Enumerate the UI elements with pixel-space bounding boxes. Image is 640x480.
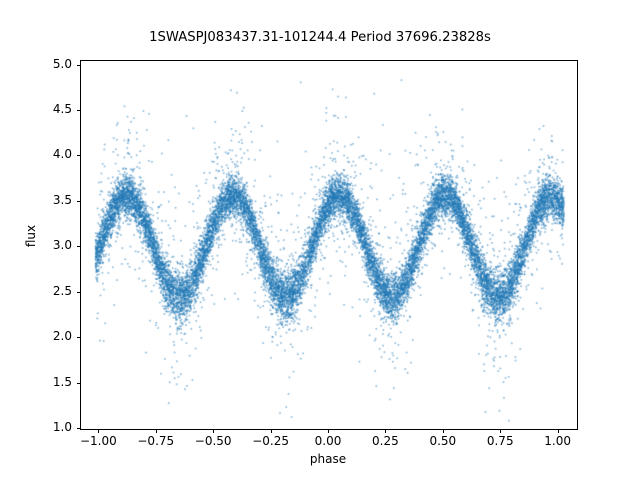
x-tick-mark [98, 429, 100, 433]
x-tick-label: −0.75 [137, 434, 175, 448]
x-tick-mark [213, 429, 215, 433]
chart-title: 1SWASPJ083437.31-101244.4 Period 37696.2… [149, 30, 491, 45]
y-tick-label: 5.0 [52, 56, 72, 71]
y-tick-label: 4.0 [52, 147, 72, 162]
y-tick-mark [76, 291, 80, 293]
y-tick-mark [76, 155, 80, 157]
x-tick-mark [328, 429, 329, 433]
y-tick-mark [76, 109, 80, 111]
y-tick-mark [76, 246, 80, 248]
y-tick-label: 3.0 [52, 238, 72, 253]
y-tick-mark [76, 382, 80, 384]
y-tick-mark [76, 200, 80, 202]
x-tick-label: 0.00 [314, 434, 342, 448]
x-tick-label: −0.25 [252, 434, 289, 448]
x-tick-label: −0.50 [194, 434, 232, 448]
scatter-plot-points [81, 61, 577, 429]
x-tick-label: 0.75 [486, 434, 514, 448]
x-axis-label: phase [309, 452, 347, 466]
y-tick-label: 1.5 [52, 374, 72, 389]
y-axis-label: flux [24, 224, 38, 248]
y-tick-mark [76, 64, 80, 66]
plot-axes-area [80, 60, 578, 430]
x-tick-mark [557, 429, 559, 433]
x-tick-label: −1.00 [79, 434, 117, 448]
y-tick-label: 1.0 [52, 420, 72, 434]
x-tick-mark [155, 429, 157, 433]
y-tick-label: 2.0 [52, 329, 72, 344]
y-tick-label: 4.5 [52, 101, 72, 116]
y-tick-label: 2.5 [52, 283, 72, 298]
y-tick-label: 3.5 [52, 192, 72, 207]
x-tick-mark [442, 429, 444, 433]
x-tick-label: 0.25 [372, 434, 399, 448]
x-tick-mark [385, 429, 387, 433]
y-tick-mark [76, 337, 80, 339]
x-tick-mark [500, 429, 502, 433]
x-tick-label: 0.50 [429, 434, 457, 448]
x-tick-label: 1.00 [544, 434, 571, 448]
x-tick-mark [270, 429, 272, 433]
y-tick-mark [76, 428, 80, 429]
